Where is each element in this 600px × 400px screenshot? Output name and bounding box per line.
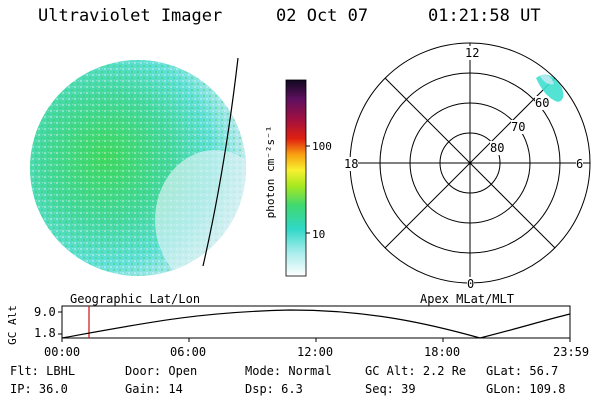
xtick-0600: 06:00 xyxy=(170,345,207,359)
ytick-1: 1.8 xyxy=(34,326,56,340)
xtick-1200: 12:00 xyxy=(297,345,334,359)
mlt-label-0: 0 xyxy=(467,277,475,291)
xtick-2359: 23:59 xyxy=(553,345,590,359)
mlat-label-70: 70 xyxy=(511,120,526,134)
info-mode: Mode: Normal xyxy=(245,364,332,378)
colorbar-tick-100: 100 xyxy=(312,140,332,153)
info-dsp: Dsp: 6.3 xyxy=(245,382,303,396)
info-glat: GLat: 56.7 xyxy=(486,364,559,378)
apex-caption: Apex MLat/MLT xyxy=(420,292,514,306)
colorbar-unit: photon cm⁻²s⁻¹ xyxy=(264,126,277,219)
aurora-patch xyxy=(536,74,564,102)
info-glon: GLon: 109.8 xyxy=(486,382,566,396)
xtick-0000: 00:00 xyxy=(44,345,81,359)
mlat-label-60: 60 xyxy=(535,96,550,110)
terminator-line xyxy=(202,57,239,267)
mlt-label-12: 12 xyxy=(465,46,480,60)
geographic-caption: Geographic Lat/Lon xyxy=(70,292,201,306)
xtick-1800: 18:00 xyxy=(424,345,461,359)
info-door: Door: Open xyxy=(125,364,198,378)
colorbar: photon cm⁻²s⁻¹ xyxy=(264,79,310,277)
geographic-image xyxy=(30,57,246,276)
strip-ylabel: GC Alt xyxy=(6,305,19,345)
mlt-label-18: 18 xyxy=(344,157,359,171)
time-label: 01:21:58 UT xyxy=(428,6,541,26)
mlat-label-80: 80 xyxy=(490,141,505,155)
date-label: 02 Oct 07 xyxy=(276,6,369,26)
info-gain: Gain: 14 xyxy=(125,382,183,396)
altitude-curve xyxy=(61,309,571,339)
polar-plot xyxy=(349,42,591,284)
ytick-9: 9.0 xyxy=(34,305,56,319)
info-flt: Flt: LBHL xyxy=(10,364,76,378)
info-seq: Seq: 39 xyxy=(365,382,416,396)
instrument-title: Ultraviolet Imager xyxy=(38,6,223,26)
altitude-strip: GC Alt xyxy=(6,305,571,345)
colorbar-tick-10: 10 xyxy=(312,228,326,241)
info-gcalt: GC Alt: 2.2 Re xyxy=(365,364,467,378)
info-ip: IP: 36.0 xyxy=(10,382,68,396)
mlt-label-6: 6 xyxy=(576,157,584,171)
